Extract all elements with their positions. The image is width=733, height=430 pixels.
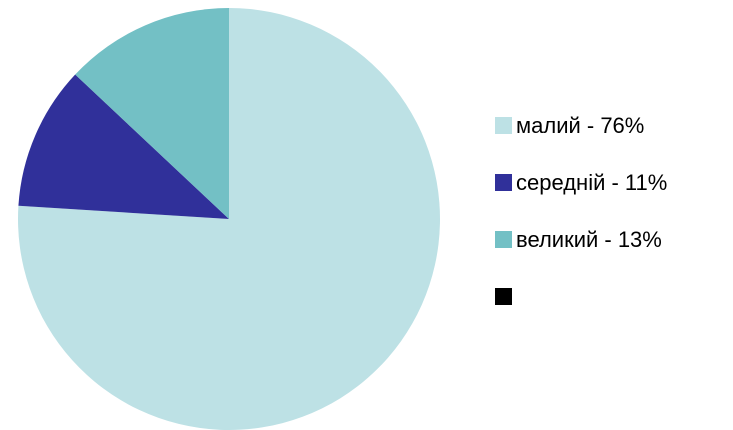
pie-slice-1 — [18, 74, 230, 219]
legend-label-2: великий - 13% — [516, 227, 662, 252]
legend-item-1: середній - 11% — [495, 170, 667, 195]
legend-item-3 — [495, 288, 512, 305]
legend-label-0: малий - 76% — [516, 113, 644, 138]
legend: малий - 76% середній - 11% великий - 13% — [495, 113, 667, 305]
legend-item-0: малий - 76% — [495, 113, 644, 138]
pie-slices — [18, 7, 441, 430]
legend-swatch-2 — [495, 231, 512, 248]
legend-item-2: великий - 13% — [495, 227, 662, 252]
pie-slice-0 — [18, 8, 441, 430]
legend-swatch-0 — [495, 117, 512, 134]
legend-label-1: середній - 11% — [516, 170, 667, 195]
legend-swatch-3 — [495, 288, 512, 305]
pie-slice-2 — [75, 7, 229, 219]
legend-swatch-1 — [495, 174, 512, 191]
